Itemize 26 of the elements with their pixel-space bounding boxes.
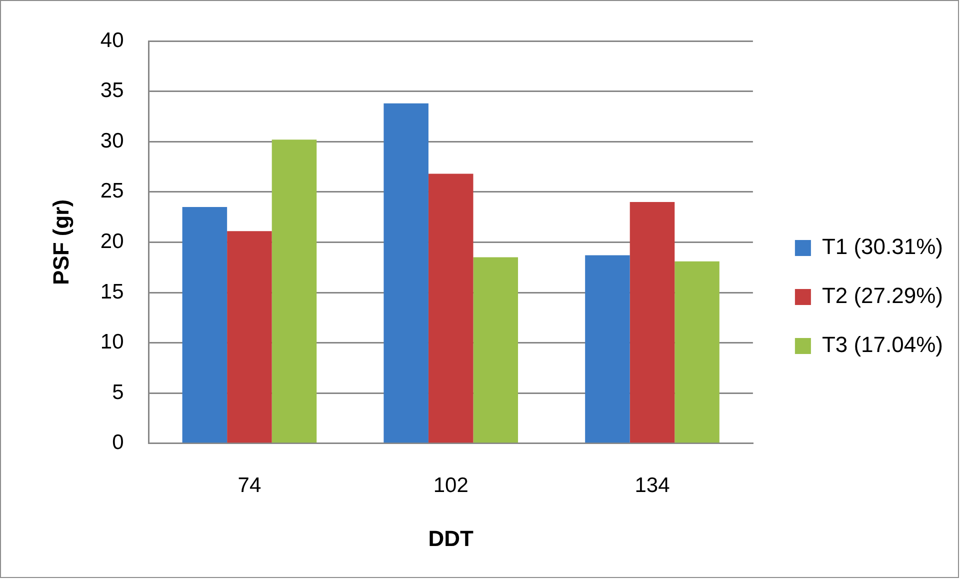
bar xyxy=(630,202,675,443)
y-tick-label: 30 xyxy=(100,129,124,152)
legend-label: T3 (17.04%) xyxy=(822,332,944,358)
bar xyxy=(428,174,474,443)
y-tick-label: 15 xyxy=(100,280,124,304)
x-tick-label: 102 xyxy=(433,474,468,497)
x-tick-label: 134 xyxy=(634,474,670,497)
y-tick-label: 5 xyxy=(112,380,124,404)
y-tick-label: 25 xyxy=(100,180,124,203)
bar xyxy=(585,255,630,443)
bar xyxy=(384,103,428,443)
bar xyxy=(227,231,272,443)
bar xyxy=(674,261,720,443)
y-tick-label: 20 xyxy=(100,230,124,253)
y-tick-label: 0 xyxy=(112,431,124,454)
y-tick-label: 10 xyxy=(100,330,124,354)
legend-label: T1 (30.31%) xyxy=(822,234,944,260)
bar xyxy=(473,257,518,443)
y-tick-label: 35 xyxy=(100,79,124,102)
bar xyxy=(182,206,228,443)
y-tick-label: 40 xyxy=(100,28,124,52)
x-tick-label: 74 xyxy=(238,474,262,497)
bar xyxy=(272,140,317,443)
y-axis-title: PSF (gr) xyxy=(48,199,74,285)
x-axis-title: DDT xyxy=(428,526,474,551)
legend-label: T2 (27.29%) xyxy=(822,283,944,308)
